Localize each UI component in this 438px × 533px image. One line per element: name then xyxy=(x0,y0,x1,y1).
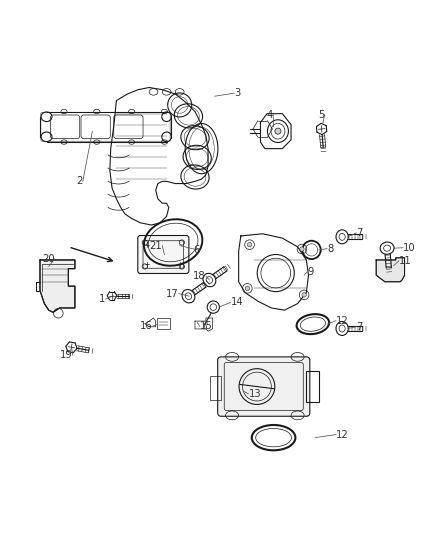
Text: 8: 8 xyxy=(327,244,333,254)
Text: 21: 21 xyxy=(149,240,162,251)
Polygon shape xyxy=(40,260,75,312)
Text: 7: 7 xyxy=(357,322,363,332)
Text: 5: 5 xyxy=(318,110,325,119)
Ellipse shape xyxy=(275,128,281,134)
Bar xyxy=(306,372,319,402)
Text: 16: 16 xyxy=(140,321,152,332)
Text: 9: 9 xyxy=(307,266,314,277)
Polygon shape xyxy=(376,258,405,282)
Text: 1: 1 xyxy=(99,294,106,304)
Ellipse shape xyxy=(247,243,252,247)
Text: 14: 14 xyxy=(231,297,244,308)
Ellipse shape xyxy=(300,247,304,251)
Text: 17: 17 xyxy=(166,288,179,298)
Bar xyxy=(156,318,170,329)
FancyBboxPatch shape xyxy=(138,236,189,273)
Text: 2: 2 xyxy=(76,176,83,187)
Text: 13: 13 xyxy=(249,389,261,399)
Text: 7: 7 xyxy=(357,228,363,238)
FancyBboxPatch shape xyxy=(218,357,310,416)
Text: 19: 19 xyxy=(60,350,73,360)
Bar xyxy=(210,376,221,400)
Text: 12: 12 xyxy=(336,430,349,440)
Text: 6: 6 xyxy=(193,245,199,255)
Text: 12: 12 xyxy=(336,316,349,326)
Text: 11: 11 xyxy=(399,256,412,266)
Ellipse shape xyxy=(245,286,250,290)
Ellipse shape xyxy=(302,293,306,297)
Text: 15: 15 xyxy=(200,321,212,332)
Text: 10: 10 xyxy=(403,243,416,253)
Text: 3: 3 xyxy=(234,88,240,98)
Text: 18: 18 xyxy=(193,271,206,281)
Text: 4: 4 xyxy=(267,110,273,119)
Text: 20: 20 xyxy=(42,254,55,264)
